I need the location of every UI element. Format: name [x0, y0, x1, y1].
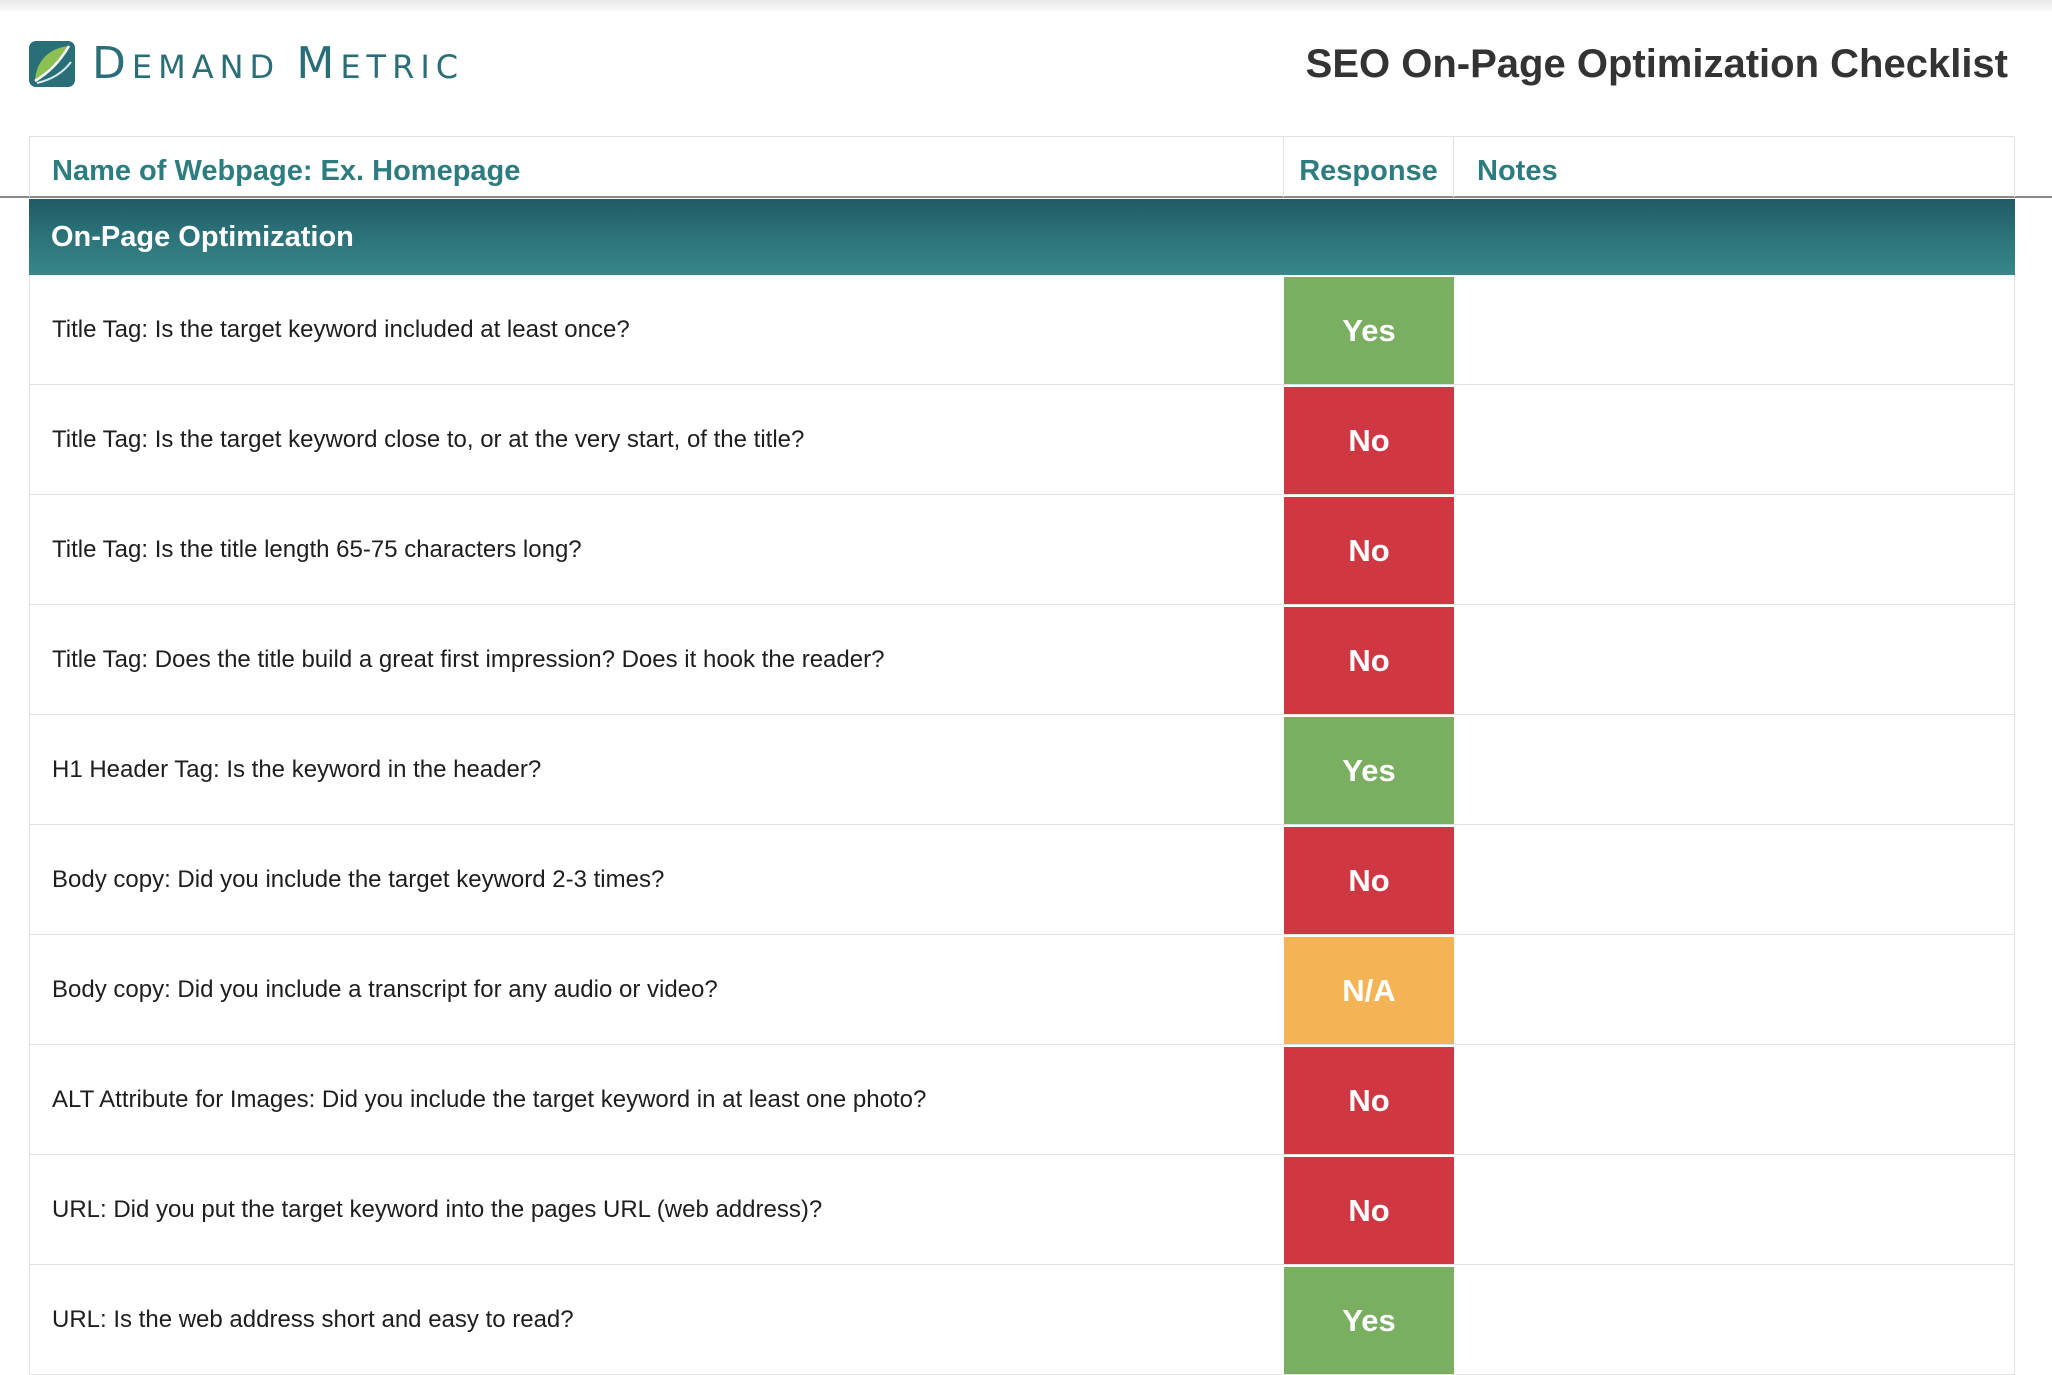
- section-header-on-page-optimization: On-Page Optimization: [29, 199, 2015, 275]
- response-cell[interactable]: No: [1284, 497, 1454, 604]
- notes-cell[interactable]: [1454, 495, 2014, 604]
- notes-cell[interactable]: [1454, 935, 2014, 1044]
- table-row: ALT Attribute for Images: Did you includ…: [29, 1045, 2015, 1155]
- demand-metric-leaf-icon: [29, 41, 75, 87]
- table-row: URL: Is the web address short and easy t…: [29, 1265, 2015, 1375]
- table-row: Title Tag: Is the title length 65-75 cha…: [29, 495, 2015, 605]
- table-row: Body copy: Did you include a transcript …: [29, 935, 2015, 1045]
- document-title: SEO On-Page Optimization Checklist: [1305, 42, 2008, 86]
- top-shade: [0, 0, 2052, 14]
- response-cell[interactable]: No: [1284, 387, 1454, 494]
- response-column-header: Response: [1284, 137, 1454, 197]
- notes-cell[interactable]: [1454, 825, 2014, 934]
- response-cell[interactable]: No: [1284, 607, 1454, 714]
- question-text: H1 Header Tag: Is the keyword in the hea…: [52, 755, 542, 783]
- question-text: Title Tag: Is the title length 65-75 cha…: [52, 535, 582, 563]
- table-row: H1 Header Tag: Is the keyword in the hea…: [29, 715, 2015, 825]
- brand-name: DEMAND METRIC: [92, 38, 465, 89]
- notes-cell[interactable]: [1454, 1045, 2014, 1154]
- brand-logo: DEMAND METRIC: [28, 38, 464, 90]
- response-cell[interactable]: Yes: [1284, 717, 1454, 824]
- notes-cell[interactable]: [1454, 1155, 2014, 1264]
- notes-cell[interactable]: [1454, 715, 2014, 824]
- table-row: Title Tag: Is the target keyword include…: [29, 275, 2015, 385]
- table-row: URL: Did you put the target keyword into…: [29, 1155, 2015, 1265]
- response-cell[interactable]: Yes: [1284, 277, 1454, 384]
- question-text: Title Tag: Is the target keyword include…: [52, 315, 630, 343]
- response-cell[interactable]: N/A: [1284, 937, 1454, 1044]
- response-cell[interactable]: No: [1284, 1047, 1454, 1154]
- question-text: URL: Is the web address short and easy t…: [52, 1305, 574, 1333]
- question-text: Title Tag: Does the title build a great …: [52, 645, 885, 673]
- notes-column-header: Notes: [1477, 154, 1558, 187]
- table-header-row: Name of Webpage: Ex. Homepage Response N…: [29, 136, 2015, 197]
- response-cell[interactable]: No: [1284, 827, 1454, 934]
- response-cell[interactable]: Yes: [1284, 1267, 1454, 1374]
- question-text: Title Tag: Is the target keyword close t…: [52, 425, 805, 453]
- notes-cell[interactable]: [1454, 275, 2014, 384]
- question-text: Body copy: Did you include a transcript …: [52, 975, 718, 1003]
- table-row: Title Tag: Is the target keyword close t…: [29, 385, 2015, 495]
- notes-cell[interactable]: [1454, 385, 2014, 494]
- header-divider: [0, 196, 2052, 198]
- webpage-name-header[interactable]: Name of Webpage: Ex. Homepage: [30, 137, 1284, 197]
- table-row: Title Tag: Does the title build a great …: [29, 605, 2015, 715]
- table-row: Body copy: Did you include the target ke…: [29, 825, 2015, 935]
- notes-cell[interactable]: [1454, 1265, 2014, 1374]
- response-cell[interactable]: No: [1284, 1157, 1454, 1264]
- question-text: URL: Did you put the target keyword into…: [52, 1195, 823, 1223]
- question-text: Body copy: Did you include the target ke…: [52, 865, 665, 893]
- notes-cell[interactable]: [1454, 605, 2014, 714]
- checklist-table: Name of Webpage: Ex. Homepage Response N…: [29, 136, 2015, 1375]
- question-text: ALT Attribute for Images: Did you includ…: [52, 1085, 927, 1113]
